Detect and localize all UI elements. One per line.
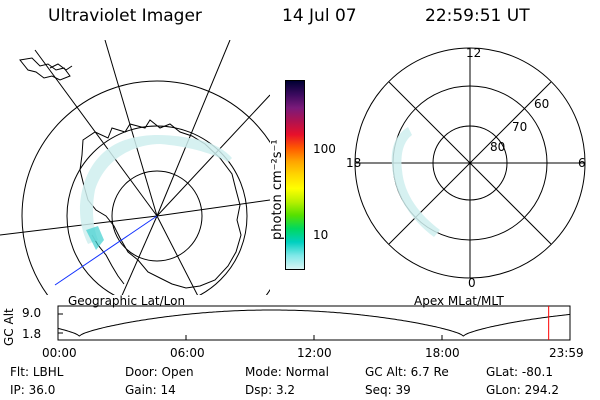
info-gain: Gain: 14 — [125, 383, 176, 397]
info-glon: GLon: 294.2 — [486, 383, 559, 397]
altitude-ytick-1-8: 1.8 — [22, 327, 42, 341]
colorbar-tick-10: 10 — [313, 228, 329, 242]
geographic-map — [0, 40, 270, 295]
time-label: 22:59:51 UT — [425, 6, 530, 26]
meridian-line — [104, 40, 158, 217]
info-dsp: Dsp: 3.2 — [245, 383, 296, 397]
colorbar-tick-100: 100 — [313, 142, 336, 156]
info-mode: Mode: Normal — [245, 365, 329, 379]
satellite-track — [54, 215, 158, 286]
altitude-xtick-18: 18:00 — [425, 346, 460, 360]
mlat-label-70: 70 — [512, 120, 528, 134]
meridian-line — [156, 199, 270, 217]
altitude-curve — [57, 309, 571, 337]
altitude-ytick-9: 9.0 — [22, 306, 42, 320]
meridian-line — [0, 215, 158, 236]
date-label: 14 Jul 07 — [282, 6, 357, 26]
meridian-line — [156, 40, 231, 217]
mlt-label-0: 0 — [468, 276, 476, 290]
mlat-label-80: 80 — [490, 140, 506, 154]
info-flt: Flt: LBHL — [10, 365, 64, 379]
altitude-chart — [57, 305, 571, 341]
info-seq: Seq: 39 — [365, 383, 411, 397]
aurora-emission — [80, 135, 232, 244]
mlt-label-6: 6 — [578, 156, 586, 170]
coastline — [49, 63, 73, 71]
mlt-label-18: 18 — [346, 156, 362, 170]
colorbar — [285, 80, 305, 270]
meridian-line — [156, 215, 199, 295]
meridian-line — [156, 94, 270, 217]
colorbar-unit-label: photon cm⁻²s⁻¹ — [270, 139, 285, 240]
geo-caption: Geographic Lat/Lon — [68, 294, 186, 308]
mlt-label-12: 12 — [466, 46, 482, 60]
aurora-emission — [391, 127, 440, 237]
altitude-ylabel: GC Alt — [2, 308, 16, 346]
altitude-xtick-2359: 23:59 — [549, 346, 584, 360]
instrument-title: Ultraviolet Imager — [48, 6, 202, 26]
altitude-xtick-00: 00:00 — [42, 346, 77, 360]
polar-caption: Apex MLat/MLT — [414, 294, 504, 308]
meridian-line — [121, 215, 158, 295]
info-ip: IP: 36.0 — [10, 383, 56, 397]
polar-plot — [354, 47, 586, 279]
aurora-emission — [86, 226, 104, 250]
coastline — [79, 119, 242, 289]
altitude-xtick-12: 12:00 — [297, 346, 332, 360]
lat-circle — [111, 170, 203, 262]
info-gc-alt: GC Alt: 6.7 Re — [365, 365, 449, 379]
mlat-label-60: 60 — [534, 97, 550, 111]
info-door: Door: Open — [125, 365, 194, 379]
altitude-xtick-06: 06:00 — [170, 346, 205, 360]
coastline — [19, 57, 71, 81]
info-glat: GLat: -80.1 — [486, 365, 553, 379]
lat-circle — [21, 80, 270, 295]
